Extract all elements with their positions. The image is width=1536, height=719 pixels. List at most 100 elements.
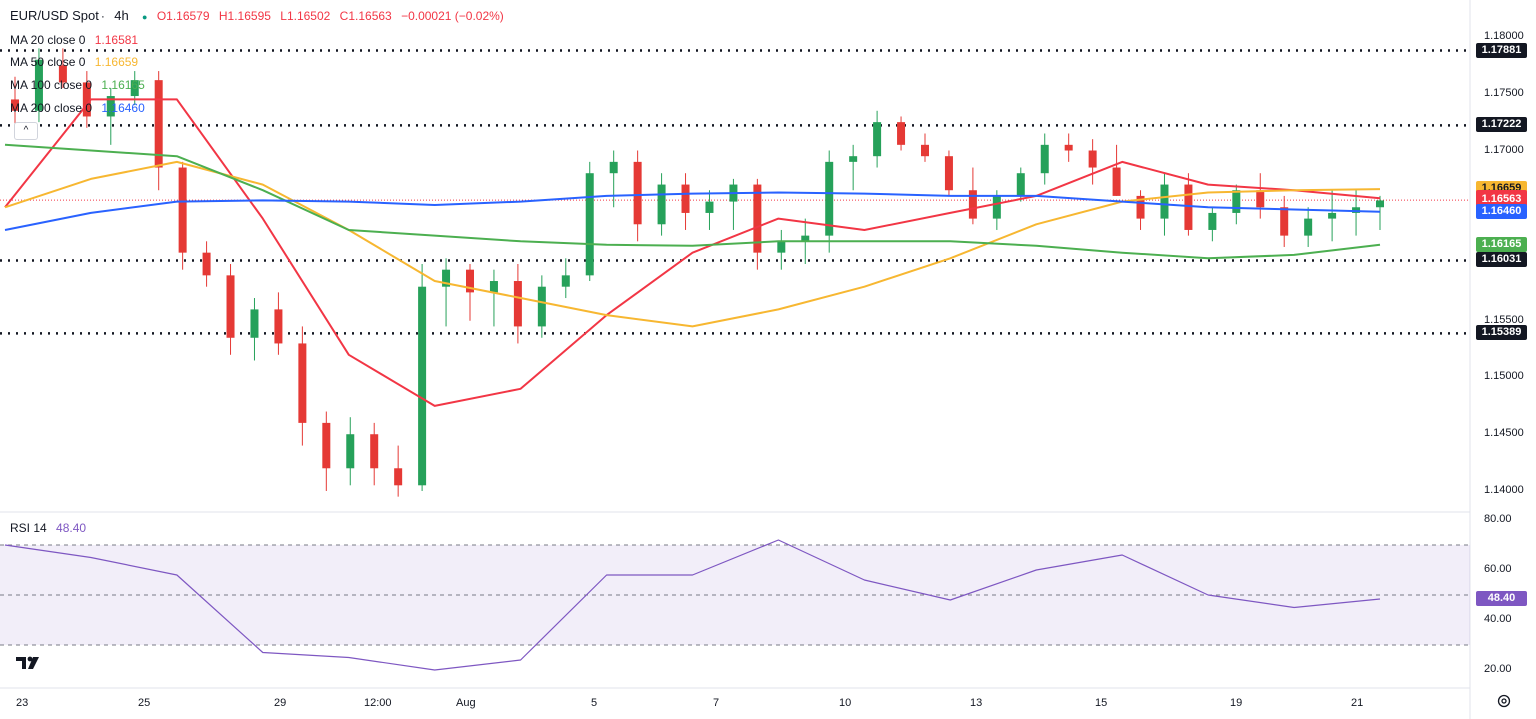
candle-body [1112, 167, 1121, 196]
price-badge: 1.16460 [1476, 203, 1527, 219]
candle-body [130, 80, 139, 97]
time-tick-label: 7 [713, 697, 720, 709]
candle-body [154, 80, 163, 168]
time-tick-label: 21 [1351, 697, 1364, 709]
ma-line-2 [4, 143, 1381, 260]
legend-ma200[interactable]: MA 200 close 0 1.16460 [10, 100, 151, 116]
rsi-tick-label: 80.00 [1484, 513, 1512, 525]
chart-header: EUR/USD Spot · 4h ● O1.16579 H1.16595 L1.… [10, 8, 504, 23]
legend-ma20[interactable]: MA 20 close 0 1.16581 [10, 32, 144, 48]
legend-ma100-value: 1.16165 [101, 78, 145, 92]
rsi-tick-label: 40.00 [1484, 613, 1512, 625]
legend-rsi-value: 48.40 [56, 521, 87, 535]
legend-ma50-value: 1.16659 [94, 55, 139, 69]
legend-ma20-label: MA 20 close 0 [10, 33, 86, 47]
rsi-tick-label: 20.00 [1484, 663, 1512, 675]
candle-body [825, 161, 834, 236]
candle-body [1064, 144, 1073, 151]
legend-ma200-value: 1.16460 [101, 101, 145, 115]
candle-body [992, 195, 1001, 219]
ohlc-high: H1.16595 [218, 9, 271, 23]
candle-body [968, 190, 977, 219]
candle-body [1304, 218, 1313, 236]
price-badge: 1.17881 [1476, 42, 1527, 58]
candle-body [1184, 184, 1193, 230]
candle-body [202, 252, 211, 276]
time-tick-label: 19 [1230, 697, 1243, 709]
ma-line-1 [4, 160, 1381, 328]
gear-icon[interactable] [1496, 693, 1512, 709]
candle-body [1136, 195, 1145, 219]
ma-line-0 [4, 98, 1381, 407]
candle-body [921, 144, 929, 157]
ohlc-close: C1.16563 [339, 9, 392, 23]
price-tick-label: 1.17000 [1484, 143, 1524, 156]
candle-body [585, 173, 594, 276]
price-badge: 1.16031 [1476, 252, 1527, 268]
legend-ma100[interactable]: MA 100 close 0 1.16165 [10, 77, 151, 93]
ohlc-open: O1.16579 [156, 9, 210, 23]
ma-line-3 [4, 191, 1381, 231]
candle-body [418, 286, 427, 486]
candle-body [1256, 190, 1265, 208]
candle-body [346, 434, 355, 469]
candle-body [897, 122, 906, 145]
price-tick-label: 1.15500 [1484, 313, 1524, 326]
price-badge: 1.16165 [1476, 237, 1527, 253]
time-tick-label: Aug [456, 697, 476, 709]
price-badge: 1.15389 [1476, 325, 1527, 341]
candle-body [442, 269, 451, 287]
candle-body [1088, 150, 1097, 168]
legend-ma100-label: MA 100 close 0 [10, 78, 93, 92]
candle-body [1232, 190, 1241, 213]
candle-body [657, 184, 666, 225]
candle-body [82, 82, 91, 117]
candle-body [1328, 212, 1337, 219]
legend-ma20-value: 1.16581 [94, 33, 139, 47]
price-tick-label: 1.14500 [1484, 427, 1524, 440]
candle-body [226, 275, 235, 338]
candle-body [1280, 207, 1289, 236]
legend-ma50-label: MA 50 close 0 [10, 55, 86, 69]
candle-body [1160, 184, 1169, 219]
time-tick-label: 13 [970, 697, 983, 709]
time-tick-label: 15 [1095, 697, 1108, 709]
candle-body [178, 167, 187, 253]
candle-body [633, 161, 642, 225]
legend-rsi-label: RSI 14 [10, 521, 47, 535]
interval-label[interactable]: 4h [114, 8, 129, 23]
legend-rsi[interactable]: RSI 14 48.40 [10, 520, 92, 536]
rsi-tick-label: 60.00 [1484, 563, 1512, 575]
price-badge: 1.16563 [1476, 192, 1527, 208]
tradingview-logo-icon[interactable] [16, 653, 44, 673]
ohlc-change: −0.00021 (−0.02%) [401, 9, 504, 23]
candle-body [777, 241, 786, 253]
candle-body [705, 201, 714, 213]
rsi-badge: 48.40 [1476, 591, 1527, 606]
legend-ma50[interactable]: MA 50 close 0 1.16659 [10, 54, 144, 70]
candle-body [609, 161, 618, 174]
candle-body [489, 281, 498, 293]
time-tick-label: 10 [839, 697, 852, 709]
candle-body [370, 434, 379, 469]
candle-body [1040, 144, 1049, 174]
candle-body [250, 309, 259, 338]
candle-body [681, 184, 690, 213]
candle-body [1352, 207, 1361, 213]
candle-body [106, 96, 115, 117]
candle-body [873, 122, 882, 157]
candle-body [58, 65, 67, 83]
candle-body [1376, 200, 1384, 208]
price-tick-label: 1.14000 [1484, 483, 1524, 496]
time-tick-label: 29 [274, 697, 287, 709]
time-tick-label: 5 [591, 697, 598, 709]
time-tick-label: 12:00 [364, 697, 392, 709]
price-tick-label: 1.17500 [1484, 86, 1524, 99]
candle-body [466, 269, 474, 293]
candle-body [322, 422, 331, 469]
candle-body [1208, 212, 1217, 230]
collapse-legend-button[interactable]: ^ [14, 122, 38, 140]
legend-ma200-label: MA 200 close 0 [10, 101, 93, 115]
price-badge: 1.17222 [1476, 117, 1527, 133]
